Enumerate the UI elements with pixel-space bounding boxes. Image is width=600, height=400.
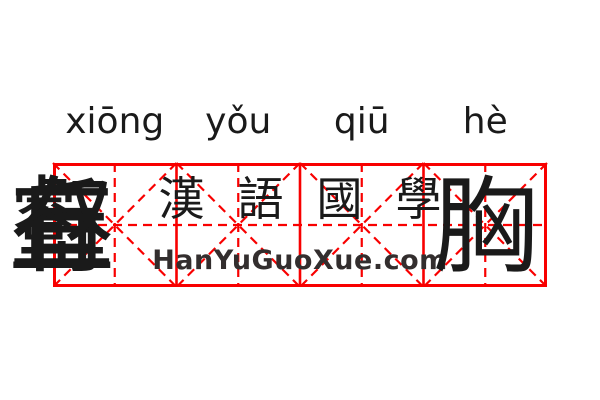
idiom-character-2: 有 xyxy=(9,169,115,286)
pinyin-syllable-2: yǒu xyxy=(205,101,272,142)
idiom-character-4: 壑 xyxy=(9,169,115,286)
idiom-character-1: 胸 xyxy=(432,169,538,286)
watermark-site-name: 漢語國學 xyxy=(158,174,475,225)
idiom-character-3: 丘 xyxy=(9,169,115,286)
pinyin-syllable-3: qiū xyxy=(333,101,390,142)
pinyin-syllable-4: hè xyxy=(462,101,508,142)
pinyin-row: xiōng yǒu qiū hè xyxy=(53,99,547,145)
watermark-site-url: HanYuGuoXue.com xyxy=(152,245,448,276)
pinyin-syllable-1: xiōng xyxy=(65,101,165,142)
